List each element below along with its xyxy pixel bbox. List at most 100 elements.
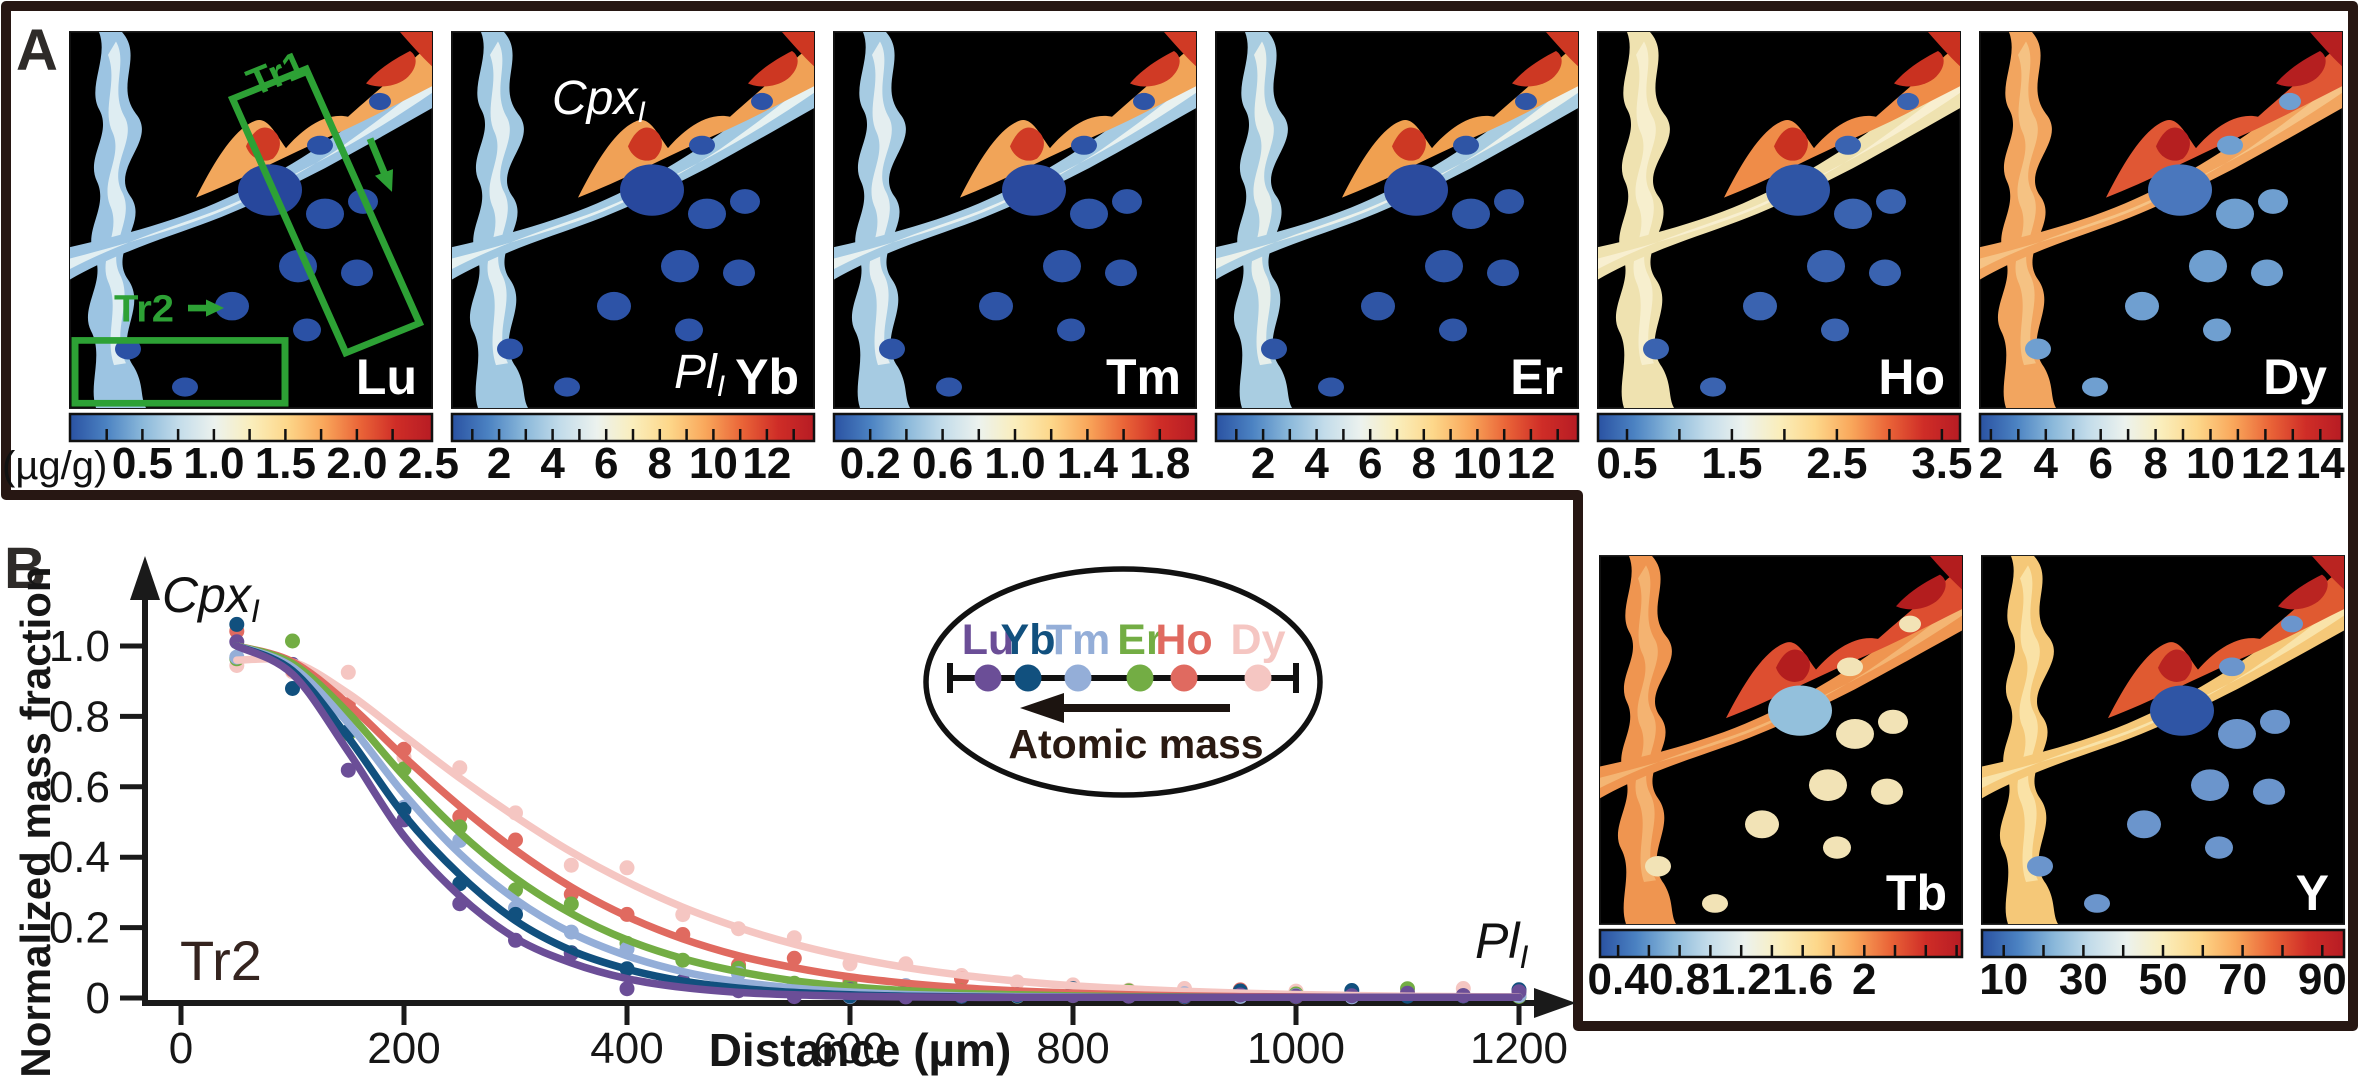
element-map-Dy: Dy 2 4 6 8 10 12 14 <box>1979 31 2345 488</box>
colorbar-tick-label: 10 <box>1979 955 2028 1004</box>
colorbar-Tm: 0.2 0.6 1.0 1.4 1.8 <box>832 412 1198 488</box>
map-raster <box>1979 31 2343 409</box>
legend-element-label-Lu: Lu <box>962 616 1015 664</box>
scatter-Dy <box>229 658 1527 1004</box>
colorbar-tick-label: 6 <box>1358 439 1382 488</box>
colorbar-tick-label: 30 <box>2059 955 2108 1004</box>
colorbar-tick-label: 2 <box>1852 955 1876 1004</box>
map-raster <box>1599 555 1963 925</box>
legend-dot-Dy <box>1244 664 1272 692</box>
element-label: Y <box>2296 865 2329 921</box>
colorbar-tick-label: 2 <box>1979 439 2003 488</box>
colorbar-tick-label: 2.5 <box>398 439 459 488</box>
colorbar-tick-label: 10 <box>1453 439 1502 488</box>
colorbar-tick-label: 0.4 <box>1588 955 1650 1004</box>
colorbar-tick-label: 1.0 <box>984 439 1045 488</box>
legend-dot-Ho <box>1170 664 1198 692</box>
map-raster <box>1981 555 2345 925</box>
map-raster <box>1215 31 1579 409</box>
colorbar-tick-label: 0.5 <box>112 439 173 488</box>
colorbar-tick-label: 10 <box>689 439 738 488</box>
legend-dot-Lu <box>974 664 1002 692</box>
legend-dot-Yb <box>1014 664 1042 692</box>
colorbar-tick-label: 50 <box>2139 955 2188 1004</box>
element-map-Ho: Ho 0.5 1.5 2.5 3.5 <box>1596 31 1972 488</box>
curve-Dy <box>233 655 1523 1001</box>
curve-Lu <box>233 642 1523 1002</box>
element-label: Er <box>1510 349 1563 405</box>
colorbar-tick-label: 2.0 <box>326 439 387 488</box>
colorbar-tick-label: 2 <box>1251 439 1275 488</box>
colorbar-tick-label: 6 <box>594 439 618 488</box>
colorbar-tick-label: 0.8 <box>1649 955 1710 1004</box>
map-raster <box>1597 31 1961 409</box>
element-label: Tb <box>1886 865 1947 921</box>
y-tick-label: 1.0 <box>49 622 110 671</box>
tr2-traverse-box <box>71 337 289 407</box>
pl-axis-label: PlI <box>1475 913 1528 975</box>
y-tick-label: 0.6 <box>49 763 110 812</box>
colorbar-tick-label: 2.5 <box>1806 439 1867 488</box>
colorbar-tick-label: 14 <box>2296 439 2345 488</box>
colorbar-tick-label: 70 <box>2218 955 2267 1004</box>
colorbar-tick-label: 6 <box>2088 439 2112 488</box>
element-label: Ho <box>1878 349 1945 405</box>
cpx-phase-label: CpxI <box>552 72 646 129</box>
element-label: Yb <box>735 349 799 405</box>
axis-title-x: Distance (µm) <box>709 1024 1012 1076</box>
colorbar-tick-label: 0.2 <box>840 439 901 488</box>
colorbar-tick-label: 90 <box>2298 955 2347 1004</box>
figure-border <box>1 1 2358 1031</box>
legend-element-label-Ho: Ho <box>1155 616 1212 664</box>
colorbar-tick-label: 1.4 <box>1057 439 1119 488</box>
x-tick-label: 200 <box>367 1024 440 1073</box>
colorbar-tick-label: 1.8 <box>1129 439 1190 488</box>
y-tick-label: 0.2 <box>49 904 110 953</box>
tr2-label: Tr2 <box>114 288 174 330</box>
legend-ellipse <box>923 566 1323 798</box>
cpx-axis-label: CpxI <box>162 567 260 629</box>
element-map-Tb: Tb 0.4 0.8 1.2 1.6 2 <box>1588 555 1964 1004</box>
element-map-Yb: CpxI PlI Yb 2 4 6 8 10 12 <box>450 31 816 488</box>
scatter-Yb <box>229 616 1527 1005</box>
y-axis-arrow-icon <box>130 556 160 600</box>
map-raster <box>833 31 1197 409</box>
colorbar-tick-label: 2 <box>487 439 511 488</box>
colorbar-Dy: 2 4 6 8 10 12 14 <box>1979 412 2345 488</box>
tr1-arrow-icon <box>366 137 389 177</box>
element-label: Lu <box>356 349 417 405</box>
legend-dot-Er <box>1126 664 1154 692</box>
y-tick-label: 0 <box>86 974 110 1023</box>
atomic-mass-label: Atomic mass <box>1008 721 1263 767</box>
legend-element-label-Tm: Tm <box>1046 616 1111 664</box>
colorbar-tick-label: 1.5 <box>1701 439 1762 488</box>
colorbar-tick-label: 3.5 <box>1911 439 1972 488</box>
colorbar-tick-label: 4 <box>1304 439 1329 488</box>
y-tick-label: 0.4 <box>49 833 110 882</box>
colorbar-Yb: 2 4 6 8 10 12 <box>450 412 816 488</box>
legend-dot-Tm <box>1064 664 1092 692</box>
colorbar-tick-label: 0.5 <box>1596 439 1657 488</box>
diffusion-profile-chart: 0 200 400 600 800 1000 1200 0 0.2 0.4 0.6 0.8 1.0 Dis… <box>12 556 1576 1077</box>
colorbar-Tb: 0.4 0.8 1.2 1.6 2 <box>1588 928 1964 1004</box>
x-tick-label: 1200 <box>1470 1024 1568 1073</box>
element-map-Tm: Tm 0.2 0.6 1.0 1.4 1.8 <box>832 31 1198 488</box>
legend-element-label-Er: Er <box>1117 616 1163 664</box>
x-tick-label: 800 <box>1036 1024 1109 1073</box>
x-tick-label: 400 <box>590 1024 663 1073</box>
x-tick-label: 600 <box>813 1024 886 1073</box>
y-tick-label: 0.8 <box>49 692 110 741</box>
colorbar-Lu: 0.5 1.0 1.5 2.0 2.5 <box>68 412 459 488</box>
colorbar-tick-label: 1.0 <box>183 439 244 488</box>
units-label: (µg/g) <box>2 444 108 488</box>
axis-title-y: Normalized mass fraction <box>12 566 59 1077</box>
colorbar-tick-label: 0.6 <box>912 439 973 488</box>
colorbar-tick-label: 12 <box>2241 439 2290 488</box>
panel-b-label: B <box>4 536 47 601</box>
colorbar-tick-label: 8 <box>2143 439 2167 488</box>
colorbar-tick-label: 12 <box>1506 439 1555 488</box>
